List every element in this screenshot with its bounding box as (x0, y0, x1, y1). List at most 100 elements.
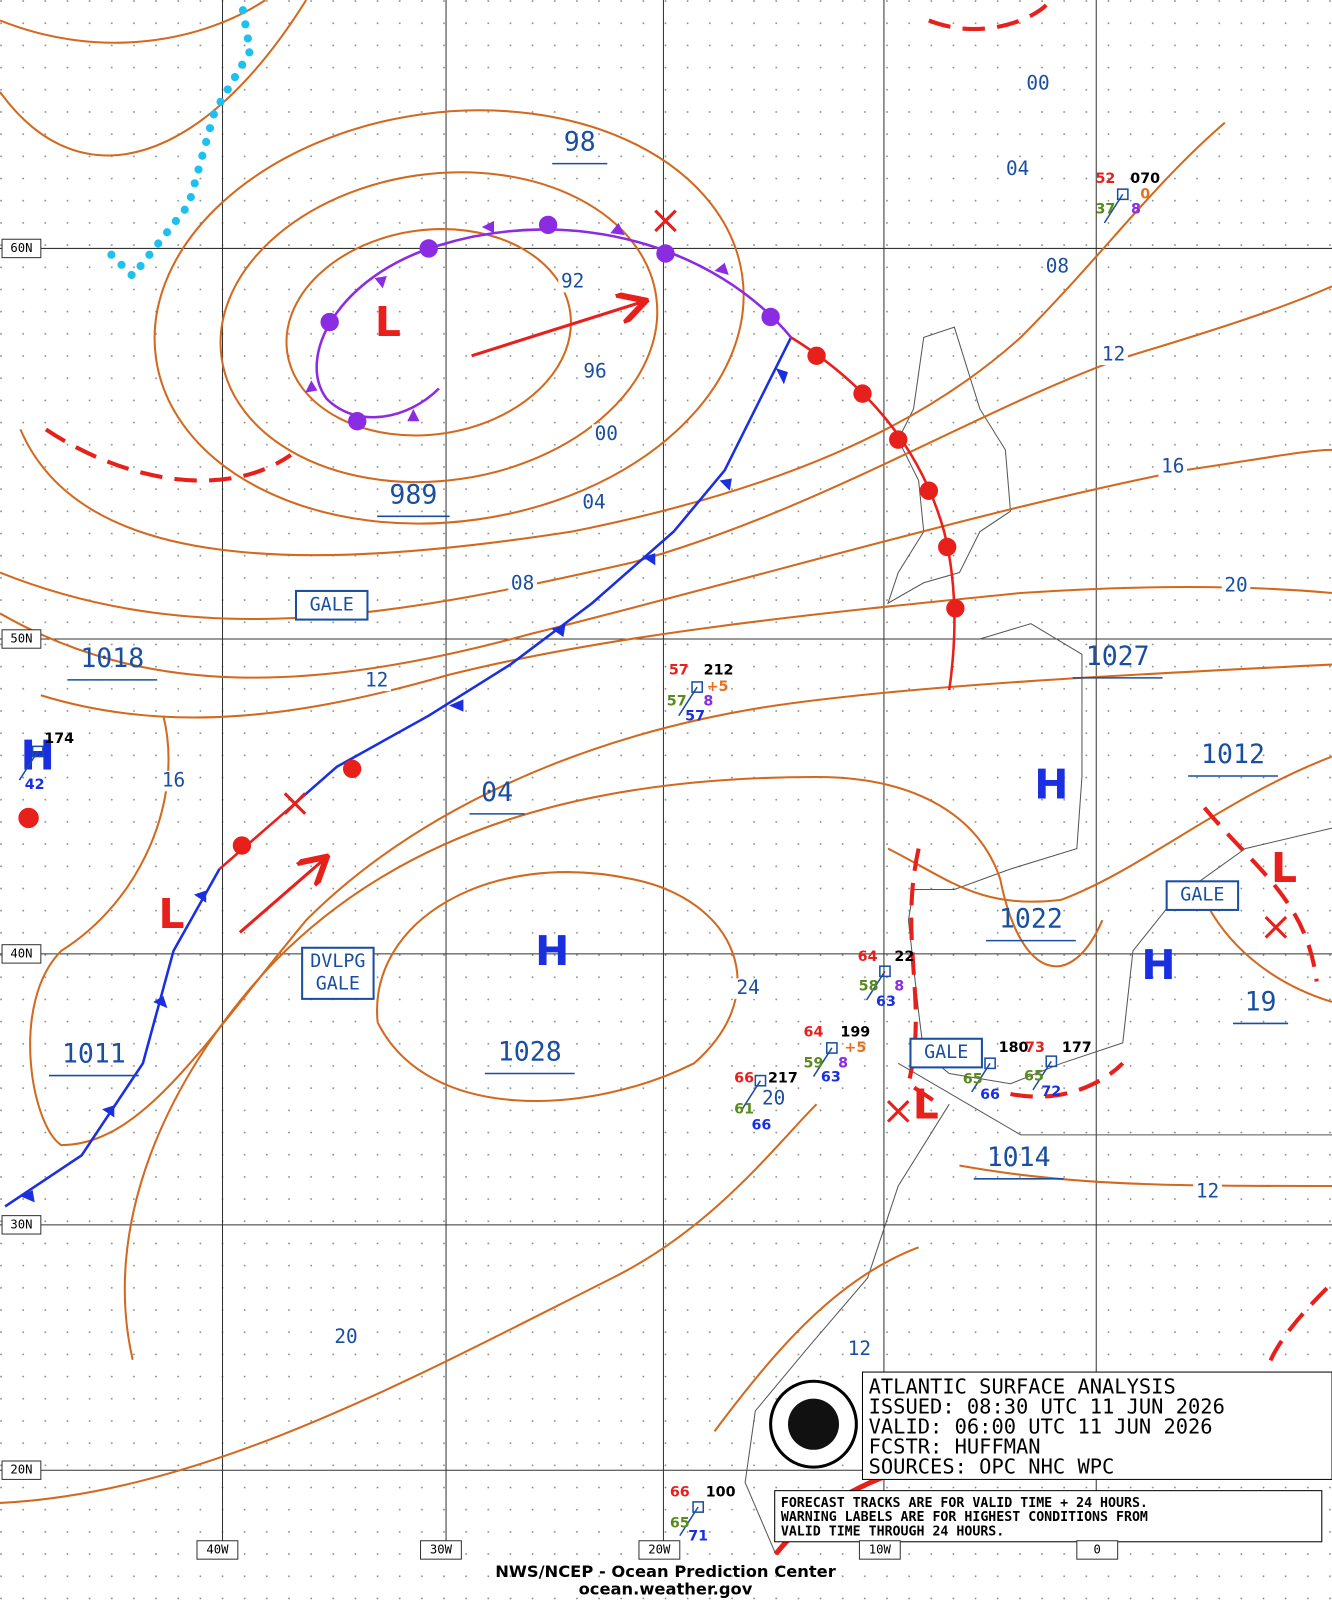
station-value: 63 (876, 994, 896, 1010)
lat-label-box (1, 1215, 42, 1235)
lat-label-box (1, 944, 42, 964)
title-line: ATLANTIC SURFACE ANALYSIS (869, 1374, 1176, 1398)
station-value: 8 (703, 693, 713, 709)
coast (887, 326, 1012, 605)
station-marker (692, 1501, 705, 1513)
warning-box (1165, 880, 1240, 911)
isobar-label-bg (579, 492, 609, 514)
warning-label: GALE (310, 594, 354, 615)
station-value: 177 (1062, 1040, 1092, 1056)
title-line: SOURCES: OPC NHC WPC (869, 1455, 1115, 1479)
warm-front (218, 801, 297, 871)
isobar (959, 1164, 1332, 1188)
isobar (0, 0, 308, 157)
isobar-label: 08 (511, 571, 534, 594)
pressure-label: 1012 (1201, 739, 1265, 770)
station-value: 212 (704, 663, 734, 679)
trough (928, 3, 1048, 32)
high-center: H (1034, 760, 1068, 808)
station-marker (1045, 1055, 1058, 1068)
title-line: ISSUED: 08:30 UTC 11 JUN 2026 (869, 1394, 1225, 1418)
map-symbol (320, 312, 339, 332)
pressure-label: 98 (564, 127, 596, 158)
map-symbol (374, 276, 387, 289)
station-value: 42 (25, 777, 45, 793)
isobar-label: 20 (762, 1087, 785, 1110)
warning-label: GALE (924, 1042, 968, 1063)
low-center: L (375, 298, 401, 346)
cold-front (4, 868, 221, 1208)
wind-barb (971, 1062, 991, 1093)
isobar-label-bg (845, 1339, 874, 1360)
station-value: 52 (1095, 171, 1115, 187)
lon-label-box (1076, 1540, 1119, 1560)
warning-label: GALE (316, 974, 360, 995)
map-symbol (193, 890, 207, 903)
isobar-label-bg (1221, 575, 1251, 597)
pressure-label: 04 (481, 777, 513, 808)
station-value: 0 (1140, 186, 1150, 202)
warning-label: DVLPG (310, 951, 365, 972)
lon-label-box (858, 1540, 901, 1560)
station-value: 180 (999, 1040, 1029, 1056)
pressure-label: 1028 (498, 1037, 562, 1068)
isobars (0, 0, 1332, 1504)
station-marker (754, 1074, 767, 1087)
station-value: 65 (670, 1515, 690, 1531)
station-value: 57 (667, 693, 687, 709)
isobar-label-bg (508, 573, 537, 595)
map-symbol (946, 599, 965, 618)
note-box (774, 1490, 1323, 1543)
isobar-label: 16 (1161, 455, 1184, 478)
map-symbol (807, 346, 826, 365)
coastlines (744, 326, 1332, 1555)
cold-front (295, 336, 793, 804)
station-value: 61 (734, 1101, 754, 1117)
map-symbol (348, 412, 367, 431)
trough (1202, 806, 1319, 982)
warm-front (790, 336, 956, 691)
isobar-label: 08 (1046, 254, 1069, 277)
wind-barb (812, 1047, 833, 1078)
isobar-label-bg (733, 978, 763, 999)
map-symbol (761, 307, 780, 327)
lon-label-box (420, 1540, 462, 1560)
map-symbol (18, 807, 39, 829)
title-line: VALID: 06:00 UTC 11 JUN 2026 (869, 1414, 1213, 1438)
note-line: FORECAST TRACKS ARE FOR VALID TIME + 24 … (781, 1496, 1148, 1511)
graticule (0, 0, 1332, 1555)
isobar-label: 12 (365, 668, 388, 691)
front-symbols (20, 368, 788, 1203)
map-symbol (719, 478, 732, 491)
trough (44, 427, 293, 483)
isobar-label-bg (159, 770, 188, 792)
station-value: 57 (685, 709, 705, 725)
lat-label: 20N (10, 1463, 32, 1477)
isobar (153, 109, 745, 525)
low-center: L (1271, 844, 1297, 892)
x-mark (886, 1100, 910, 1123)
isobar-label: 12 (1102, 342, 1125, 365)
map-symbol (775, 368, 788, 385)
lon-label: 30W (430, 1542, 453, 1556)
station-value: 65 (1024, 1069, 1044, 1085)
isobar-label: 96 (583, 360, 606, 383)
title-box (861, 1371, 1332, 1480)
isobar (0, 285, 1332, 621)
isobar-label-bg (592, 424, 621, 445)
front-symbols (18, 346, 965, 855)
coast (907, 623, 1332, 1085)
low-center: L (158, 890, 184, 938)
pressure-label: 1014 (987, 1142, 1051, 1173)
wind-barb (18, 751, 39, 781)
lat-label-box (1, 629, 42, 649)
isobar-label: 04 (582, 491, 605, 514)
isobar-label-bg (1193, 1181, 1222, 1203)
arrow (471, 302, 643, 358)
station-value: 199 (840, 1025, 870, 1041)
low-center: L (913, 1080, 939, 1128)
fronts (4, 215, 965, 1208)
station-marker (879, 965, 891, 978)
